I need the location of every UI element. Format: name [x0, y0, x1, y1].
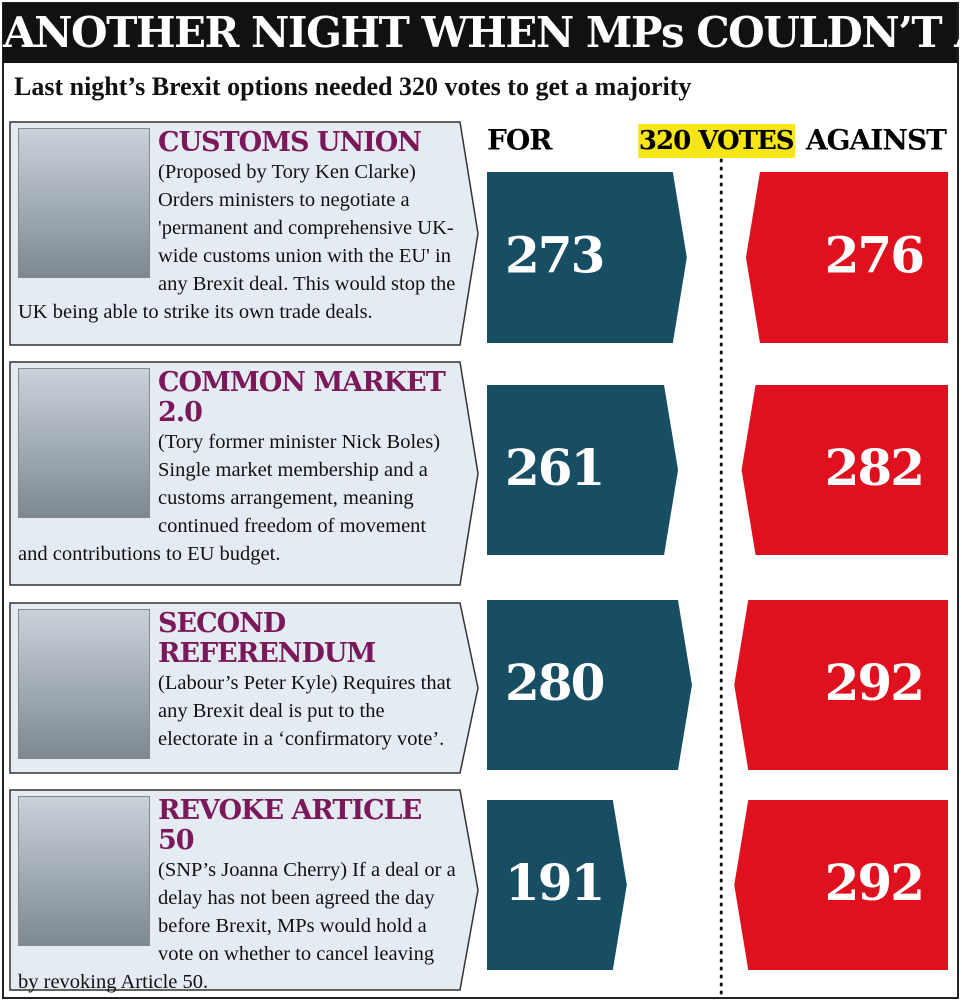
option-description: (SNP’s Joanna Cherry) If a deal or a del… — [18, 859, 456, 993]
option-text: COMMON MARKET 2.0 (Tory former minister N… — [18, 368, 458, 568]
value-label-against: 292 — [825, 653, 923, 712]
legend-for: FOR — [487, 124, 553, 157]
option-description: (Proposed by Tory Ken Clarke) Orders min… — [18, 161, 456, 323]
chart-subtitle: Last night’s Brexit options needed 320 v… — [14, 72, 692, 101]
bar-for — [487, 385, 679, 555]
bar-for — [487, 800, 627, 970]
value-label-for: 191 — [505, 853, 603, 912]
bar-against — [745, 172, 948, 343]
value-label-against: 276 — [825, 226, 924, 285]
option-name: COMMON MARKET 2.0 — [158, 367, 446, 428]
mp-photo — [18, 128, 150, 278]
option-text: CUSTOMS UNION (Proposed by Tory Ken Clark… — [18, 128, 458, 326]
value-label-against: 292 — [825, 853, 923, 912]
chart-title: ANOTHER NIGHT WHEN MPs COULDN’T AGREE — [3, 3, 962, 63]
value-label-for: 273 — [505, 226, 603, 285]
option-name: SECOND REFERENDUM — [158, 608, 376, 669]
value-label-for: 261 — [505, 438, 603, 497]
bar-for — [487, 172, 687, 343]
mp-photo — [18, 368, 150, 518]
option-name: REVOKE ARTICLE 50 — [158, 795, 422, 856]
bar-for — [487, 600, 692, 770]
mp-photo — [18, 796, 150, 946]
option-description: (Tory former minister Nick Boles) Single… — [18, 431, 441, 565]
bar-against — [734, 600, 948, 770]
legend-against: AGAINST — [805, 124, 947, 157]
option-description: (Labour’s Peter Kyle) Requires that any … — [158, 672, 452, 750]
bar-against — [734, 800, 948, 970]
option-text: REVOKE ARTICLE 50 (SNP’s Joanna Cherry) I… — [18, 796, 458, 996]
value-label-against: 282 — [825, 438, 923, 497]
bar-against — [741, 385, 948, 555]
option-name: CUSTOMS UNION — [158, 127, 422, 158]
threshold-label-bg — [638, 124, 796, 158]
option-text: SECOND REFERENDUM (Labour’s Peter Kyle) R… — [18, 609, 458, 763]
value-label-for: 280 — [505, 653, 604, 712]
threshold-label: 320 VOTES — [639, 126, 794, 156]
mp-photo — [18, 609, 150, 759]
